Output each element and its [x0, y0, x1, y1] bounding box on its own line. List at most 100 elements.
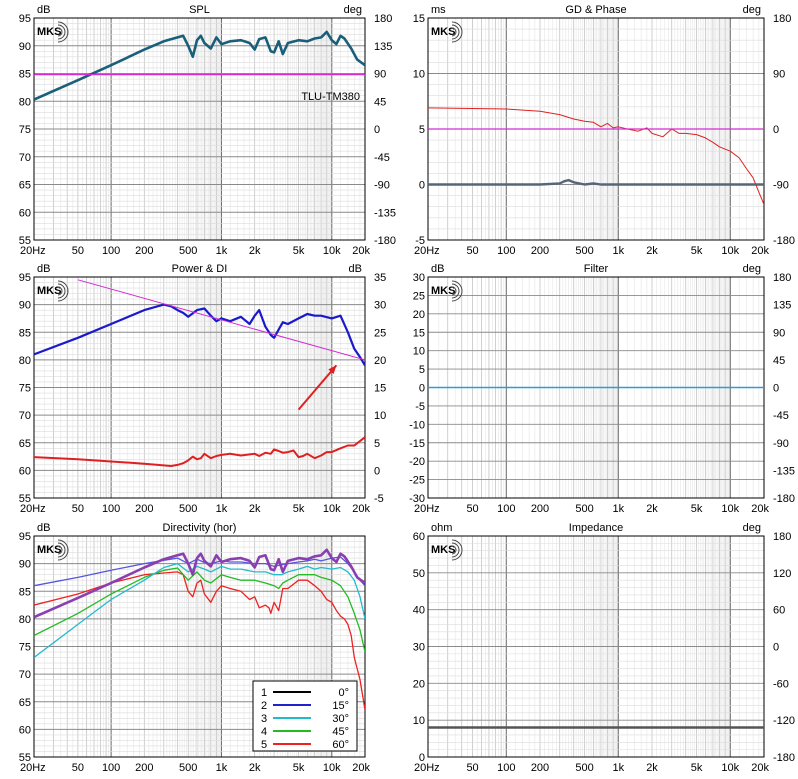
- spl-grid: [34, 17, 365, 241]
- power-di-xtick-label: 100: [102, 503, 120, 515]
- gd-phase-ylabel: ms: [431, 4, 446, 16]
- spl-xtick-label: 5k: [293, 245, 305, 257]
- power-di-y2tick-label: 20: [374, 355, 386, 367]
- filter-ytick-label: -15: [409, 438, 425, 450]
- impedance-y2tick-label: 120: [773, 568, 791, 580]
- gd-phase-y2tick-label: 0: [773, 124, 779, 136]
- power-di-y2label: dB: [349, 263, 362, 275]
- impedance-xtick-label: 20Hz: [414, 762, 440, 774]
- impedance-ytick-label: 30: [413, 642, 425, 654]
- directivity-ytick-label: 90: [19, 559, 31, 571]
- directivity-xtick-label: 1k: [216, 762, 228, 774]
- legend-label: 30°: [332, 713, 349, 725]
- filter-y2tick-label: -45: [773, 410, 789, 422]
- filter-ytick-label: 25: [413, 290, 425, 302]
- filter-ytick-label: -5: [415, 401, 425, 413]
- filter-xtick-label: 5k: [691, 503, 703, 515]
- spl-frame: [33, 17, 366, 241]
- directivity-ytick-label: 80: [19, 614, 31, 626]
- filter-y2tick-label: -135: [773, 465, 795, 477]
- legend-index: 1: [261, 687, 267, 699]
- directivity-title: Directivity (hor): [163, 522, 237, 534]
- spl-y2tick-label: 90: [374, 69, 386, 81]
- legend-label: 15°: [332, 700, 349, 712]
- power-di-xtick-label: 200: [135, 503, 153, 515]
- directivity-ytick-label: 60: [19, 724, 31, 736]
- spl-title: SPL: [189, 4, 210, 16]
- mks-logo: MKS: [37, 21, 69, 43]
- power-di-y2tick-label: 10: [374, 410, 386, 422]
- power-di-xtick-label: 500: [179, 503, 197, 515]
- power-di-series-line: [34, 303, 365, 366]
- spl-series-line: [34, 30, 365, 101]
- svg-text:MKS: MKS: [431, 26, 455, 38]
- directivity-xtick-label: 10k: [323, 762, 341, 774]
- svg-text:MKS: MKS: [37, 26, 61, 38]
- spl-ytick-label: 55: [19, 235, 31, 247]
- filter-ylabel: dB: [431, 263, 444, 275]
- legend-label: 45°: [332, 726, 349, 738]
- power-di-series-line: [34, 436, 365, 467]
- filter-y2label: deg: [743, 263, 761, 275]
- directivity-legend: 1 0° 2 15° 3 30° 4 45° 5 60°: [252, 680, 358, 752]
- impedance-ytick-label: 10: [413, 715, 425, 727]
- filter-ytick-label: 10: [413, 346, 425, 358]
- spl-panel: SPL dB deg 95 90 85 80 75 70 65 60 55 180 135 90 45 0 -45…: [19, 4, 396, 257]
- spl-xtick-label: 100: [102, 245, 120, 257]
- impedance-xtick-label: 50: [466, 762, 478, 774]
- impedance-y2tick-label: 180: [773, 531, 791, 543]
- filter-ytick-label: -25: [409, 475, 425, 487]
- spl-ytick-label: 85: [19, 69, 31, 81]
- gd-phase-xtick-label: 20k: [751, 245, 769, 257]
- power-di-ytick-label: 80: [19, 355, 31, 367]
- spl-ytick-label: 95: [19, 13, 31, 25]
- gd-phase-xtick-label: 5k: [691, 245, 703, 257]
- power-di-grid: [34, 276, 365, 499]
- filter-y2tick-label: -180: [773, 493, 795, 505]
- spl-y2tick-label: 180: [374, 13, 392, 25]
- svg-text:MKS: MKS: [431, 285, 455, 297]
- spl-xtick-label: 200: [135, 245, 153, 257]
- di-arrow: [297, 364, 338, 411]
- gd-phase-y2tick-label: 180: [773, 13, 791, 25]
- filter-xtick-label: 200: [531, 503, 549, 515]
- power-di-panel: Power & DI dB dB 95 90 85 80 75 70 65 60 55 35 30 25 20…: [19, 263, 387, 515]
- filter-xtick-label: 2k: [646, 503, 658, 515]
- spl-y2tick-label: -135: [374, 207, 396, 219]
- filter-xtick-label: 1k: [612, 503, 624, 515]
- impedance-xtick-label: 100: [497, 762, 515, 774]
- legend-label: 0°: [338, 687, 349, 699]
- directivity-xtick-label: 20k: [352, 762, 370, 774]
- spl-xtick-label: 20k: [352, 245, 370, 257]
- impedance-ylabel: ohm: [431, 522, 452, 534]
- gd-phase-xtick-label: 500: [575, 245, 593, 257]
- directivity-ytick-label: 85: [19, 586, 31, 598]
- directivity-xtick-label: 20Hz: [20, 762, 46, 774]
- impedance-y2tick-label: -60: [773, 678, 789, 690]
- mks-logo: MKS: [431, 21, 463, 43]
- spl-ytick-label: 60: [19, 207, 31, 219]
- filter-y2tick-label: 45: [773, 355, 785, 367]
- spl-xtick-label: 50: [72, 245, 84, 257]
- power-di-y2tick-label: 25: [374, 327, 386, 339]
- directivity-series-line: [34, 556, 365, 587]
- impedance-xtick-label: 200: [531, 762, 549, 774]
- impedance-xtick-label: 10k: [721, 762, 739, 774]
- directivity-xtick-label: 100: [102, 762, 120, 774]
- gd-phase-ytick-label: 10: [413, 69, 425, 81]
- directivity-ytick-label: 70: [19, 669, 31, 681]
- directivity-xtick-label: 5k: [293, 762, 305, 774]
- filter-ytick-label: 15: [413, 327, 425, 339]
- mks-logo: MKS: [37, 539, 69, 561]
- directivity-series-line: [34, 571, 365, 711]
- directivity-ytick-label: 55: [19, 752, 31, 764]
- gd-phase-xtick-label: 50: [466, 245, 478, 257]
- directivity-series-line: [34, 567, 365, 653]
- filter-y2tick-label: 0: [773, 383, 779, 395]
- impedance-y2tick-label: 0: [773, 642, 779, 654]
- legend-label: 60°: [332, 739, 349, 751]
- svg-text:MKS: MKS: [37, 285, 61, 297]
- filter-y2tick-label: 90: [773, 327, 785, 339]
- power-di-ytick-label: 65: [19, 438, 31, 450]
- power-di-y2tick-label: 35: [374, 272, 386, 284]
